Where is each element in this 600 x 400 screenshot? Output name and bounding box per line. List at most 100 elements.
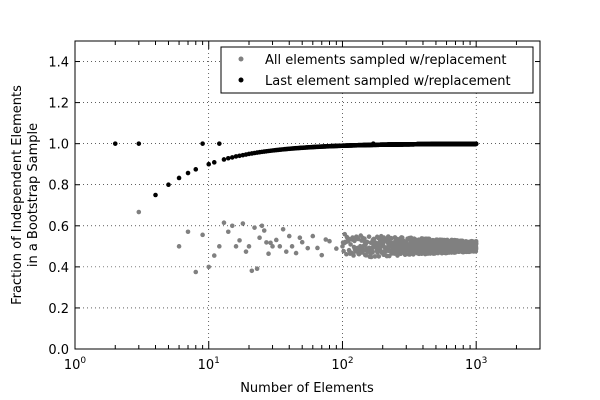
black-point — [185, 170, 191, 176]
y-tick-label: 1.2 — [48, 97, 69, 112]
x-tick-label: 100 — [64, 356, 87, 373]
y-tick-label: 1.4 — [48, 56, 69, 71]
grey-point — [233, 244, 239, 249]
black-point — [193, 167, 199, 172]
grey-point — [368, 254, 374, 260]
legend: All elements sampled w/replacement Last … — [220, 46, 534, 94]
grey-point — [305, 245, 311, 251]
y-tick-label: 0.2 — [48, 302, 69, 317]
grey-point — [473, 241, 479, 246]
black-point — [211, 160, 217, 165]
grey-point — [268, 240, 273, 246]
grey-point — [185, 229, 191, 235]
grey-point — [310, 233, 316, 239]
black-point — [166, 182, 171, 188]
grey-point — [376, 254, 382, 259]
grey-point — [319, 252, 325, 258]
y-axis-label-line-2: in a Bootstrap Sample — [26, 123, 41, 267]
grey-point — [334, 246, 339, 251]
y-tick-label: 1.0 — [48, 138, 69, 153]
black-point — [176, 175, 182, 181]
grey-point — [270, 244, 275, 249]
grey-point — [366, 234, 372, 239]
y-tick-label: 0.6 — [48, 220, 69, 235]
grey-point — [246, 244, 252, 249]
legend-label-all-elements: All elements sampled w/replacement — [265, 53, 506, 68]
grey-point — [348, 242, 353, 247]
grey-point — [193, 269, 199, 275]
grey-point — [252, 225, 257, 230]
black-point — [153, 192, 158, 198]
axis-ticks: 0.0 0.2 0.4 0.6 0.8 1.0 1.2 1.4 100 101 102 103 — [48, 41, 541, 373]
black-point — [200, 141, 205, 146]
grey-point — [266, 251, 271, 257]
grey-point — [473, 246, 479, 252]
grey-point — [176, 244, 182, 249]
black-point — [233, 154, 239, 159]
grey-point — [286, 233, 292, 239]
x-axis-label: Number of Elements — [240, 381, 374, 396]
grey-point — [363, 253, 369, 258]
grey-point — [351, 253, 356, 258]
grey-point — [261, 228, 267, 233]
y-tick-label: 0.4 — [48, 261, 69, 276]
black-point — [221, 157, 227, 162]
grey-point — [240, 221, 246, 226]
grey-point — [217, 244, 222, 249]
grey-point — [280, 226, 286, 232]
black-point — [229, 155, 235, 160]
grey-point — [289, 244, 295, 249]
black-point — [225, 155, 231, 161]
grey-point — [283, 249, 289, 254]
grey-point — [257, 235, 262, 241]
black-point — [112, 141, 118, 146]
grey-point — [225, 229, 231, 235]
grey-point — [323, 237, 329, 242]
y-tick-label: 0.8 — [48, 179, 69, 194]
x-tick-label: 102 — [331, 356, 353, 373]
legend-label-last-element: Last element sampled w/replacement — [265, 74, 511, 89]
grey-point — [259, 223, 265, 229]
black-point — [206, 161, 212, 167]
grey-point — [237, 238, 242, 243]
x-tick-label: 101 — [198, 356, 220, 373]
y-tick-label: 0.0 — [48, 343, 69, 358]
grey-point — [249, 268, 255, 274]
black-point — [136, 141, 142, 146]
legend-marker-last-element — [238, 77, 244, 83]
grey-point — [297, 235, 303, 241]
grey-point — [229, 223, 235, 229]
grey-point — [264, 240, 269, 245]
grey-point — [370, 250, 375, 255]
grey-point — [402, 250, 408, 256]
grey-point — [352, 238, 357, 244]
grey-point — [299, 239, 305, 245]
legend-marker-all-elements — [238, 56, 244, 62]
grey-point — [273, 237, 279, 243]
black-point — [473, 141, 479, 147]
y-axis-label-line-1: Fraction of Independent Elements — [10, 85, 25, 305]
grey-point — [277, 244, 283, 249]
legend-box — [220, 46, 534, 94]
x-tick-label: 103 — [465, 356, 487, 373]
grey-point — [211, 253, 217, 258]
grey-point — [344, 251, 349, 257]
grey-point — [327, 238, 332, 244]
grey-point — [254, 266, 260, 272]
grey-point — [315, 245, 320, 251]
data-points — [112, 141, 479, 275]
grey-point — [341, 248, 346, 254]
grey-point — [206, 264, 212, 270]
grey-point — [364, 239, 370, 245]
grey-point — [136, 209, 142, 215]
black-point — [217, 141, 222, 146]
grey-point — [355, 236, 361, 242]
grey-point — [243, 249, 249, 254]
grey-point — [200, 232, 205, 238]
grey-point — [372, 254, 378, 259]
grey-point — [389, 235, 394, 241]
black-point — [370, 141, 376, 146]
grey-point — [221, 220, 227, 226]
grey-point — [293, 250, 299, 256]
